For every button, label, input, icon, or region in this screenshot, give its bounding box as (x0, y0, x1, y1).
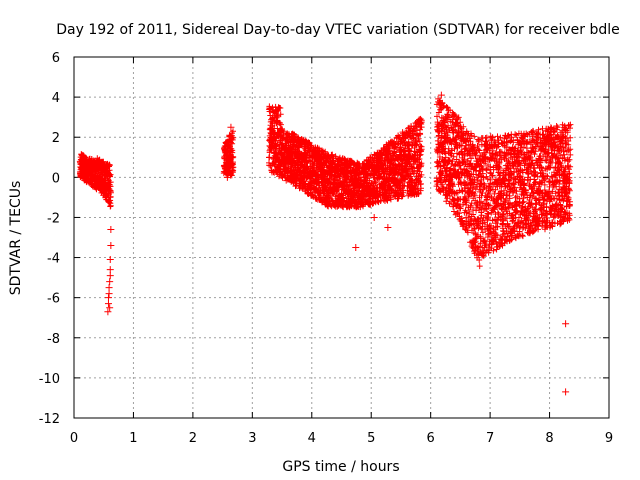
data-point (106, 256, 114, 264)
data-point-cluster (460, 128, 485, 270)
data-point-cluster (516, 121, 574, 240)
data-point-cluster (76, 151, 100, 193)
data-point (370, 213, 378, 221)
y-tick-label: 0 (52, 171, 60, 186)
x-tick-label: 0 (70, 431, 78, 446)
data-point-cluster (478, 130, 523, 260)
y-tick-label: -8 (47, 332, 60, 347)
data-point-cluster (433, 95, 467, 230)
data-point (107, 225, 115, 233)
data-point (104, 294, 112, 302)
data-point (106, 278, 114, 286)
data-point (384, 223, 392, 231)
plot-frame (73, 56, 610, 419)
data-point-cluster (356, 115, 425, 211)
y-tick-label: 6 (52, 51, 60, 66)
data-point (227, 123, 235, 131)
grid-lines (74, 57, 609, 418)
x-axis-label: GPS time / hours (282, 459, 399, 475)
x-tick-label: 3 (248, 431, 256, 446)
x-tick-label: 4 (308, 431, 316, 446)
y-axis-label: SDTVAR / TECUs (8, 181, 24, 296)
data-point (223, 173, 231, 181)
data-point (106, 304, 114, 312)
data-point (226, 131, 234, 139)
data-point-cluster (220, 128, 237, 179)
x-tick-label: 9 (605, 431, 613, 446)
data-point (105, 290, 113, 298)
data-point (106, 272, 114, 280)
y-tick-label: 4 (52, 91, 60, 106)
x-tick-label: 5 (367, 431, 375, 446)
y-tick-label: -4 (47, 252, 60, 267)
x-tick-label: 6 (427, 431, 435, 446)
data-point (562, 388, 570, 396)
y-tick-label: -12 (39, 412, 60, 427)
data-point (562, 320, 570, 328)
x-tick-label: 7 (486, 431, 494, 446)
chart-title: Day 192 of 2011, Sidereal Day-to-day VTE… (56, 22, 620, 38)
data-point (437, 91, 445, 99)
y-tick-label: -2 (47, 211, 60, 226)
data-point-cluster (277, 125, 333, 210)
data-point (352, 244, 360, 252)
x-tick-label: 2 (189, 431, 197, 446)
y-tick-label: -6 (47, 292, 60, 307)
data-point (462, 217, 470, 225)
data-point-cluster (326, 151, 363, 211)
data-point (104, 308, 112, 316)
x-tick-label: 8 (545, 431, 553, 446)
axis-ticks (73, 56, 610, 419)
tick-labels: 0 1 2 3 4 5 6 7 8 9 -12 -10 -8 -6 -4 -2 0 2 4 6 (39, 51, 613, 446)
data-point-cluster (266, 103, 284, 180)
data-point (104, 300, 112, 308)
data-point (106, 266, 114, 274)
data-point-cluster (93, 155, 114, 210)
data-point (107, 242, 115, 250)
y-tick-label: -10 (39, 372, 60, 387)
data-point (105, 284, 113, 292)
x-tick-label: 1 (129, 431, 137, 446)
y-tick-label: 2 (52, 131, 60, 146)
data-points (76, 91, 574, 396)
